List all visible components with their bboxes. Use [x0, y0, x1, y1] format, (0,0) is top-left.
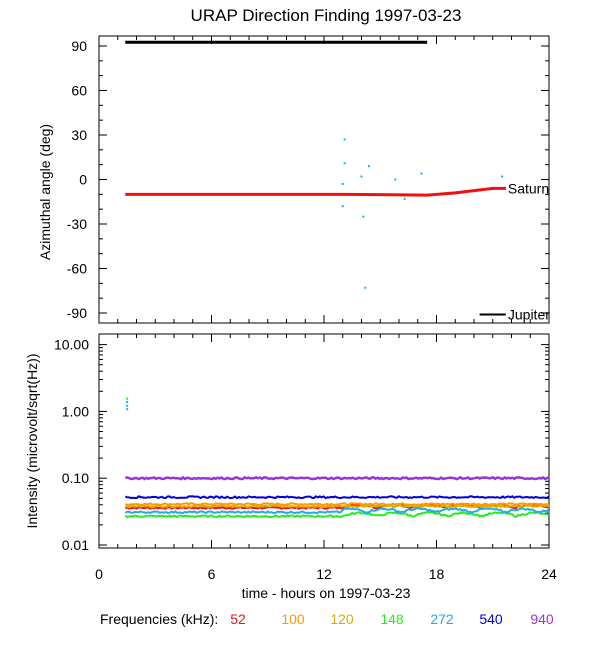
intensity-y-tick-label: 10.00: [54, 337, 89, 353]
azimuth-panel: 90 60 30 0 -30 -60 -90 Saturn Jupiter Azimuthal…: [37, 35, 550, 324]
intensity-series-940: [125, 475, 550, 481]
azimuth-data-point: [362, 215, 365, 218]
chart-title: URAP Direction Finding 1997-03-23: [191, 6, 462, 25]
azimuth-y-ticks: 90 60 30 0 -30 -60 -90: [67, 38, 549, 321]
azimuth-marks: Saturn Jupiter: [125, 40, 550, 322]
azimuth-data-point: [403, 197, 406, 200]
reference-label-jupiter: Jupiter: [508, 306, 550, 322]
frequency-legend-item-540: 540: [479, 611, 503, 627]
frequency-legend-label: Frequencies (kHz):: [100, 611, 218, 627]
intensity-y-tick-label: 0.10: [62, 470, 89, 486]
reference-label-saturn: Saturn: [508, 180, 549, 196]
azimuth-y-label: Azimuthal angle (deg): [37, 124, 53, 260]
x-tick-label: 0: [95, 566, 103, 582]
azimuth-data-point: [360, 175, 363, 178]
x-tick-label: 24: [541, 566, 557, 582]
azimuth-data-point: [341, 205, 344, 208]
intensity-y-ticks: 10.00 1.00 0.10 0.01: [54, 337, 549, 553]
intensity-y-tick-label: 1.00: [62, 403, 89, 419]
intensity-spike-point: [126, 401, 129, 404]
intensity-spike-point: [126, 408, 129, 411]
intensity-spike-point: [126, 404, 129, 407]
frequency-legend-item-52: 52: [230, 611, 246, 627]
frequency-legend: Frequencies (kHz): 52 100 120 148 272 540 940: [100, 611, 554, 627]
azimuth-y-tick-label: 0: [79, 172, 87, 188]
azimuth-data-point: [343, 138, 346, 141]
intensity-series-540: [124, 495, 550, 500]
x-axis-label: time - hours on 1997-03-23: [242, 585, 411, 601]
azimuth-data-point: [501, 175, 504, 178]
azimuth-x-ticks: [98, 36, 550, 323]
x-tick-label: 18: [429, 566, 445, 582]
azimuth-y-tick-label: -30: [67, 216, 87, 232]
reference-line-saturn: [125, 186, 506, 197]
azimuth-y-tick-label: -90: [67, 305, 87, 321]
intensity-marks: [124, 397, 550, 519]
intensity-series-272: [124, 506, 550, 515]
x-tick-label: 6: [208, 566, 216, 582]
frequency-legend-item-148: 148: [380, 611, 404, 627]
intensity-series-100: [124, 502, 550, 507]
intensity-series-120: [125, 504, 550, 509]
frequency-legend-item-100: 100: [281, 611, 305, 627]
azimuth-y-tick-label: 90: [71, 38, 87, 54]
azimuth-data-point: [343, 162, 346, 165]
intensity-spike-point: [126, 397, 129, 400]
azimuth-data-point: [420, 172, 423, 175]
azimuth-data-point: [368, 165, 370, 168]
x-tick-label: 12: [316, 566, 332, 582]
azimuth-data-point: [341, 182, 344, 185]
azimuth-panel-frame: [98, 35, 550, 324]
intensity-panel: 10.00 1.00 0.10 0.01 0 6 12 18 24 Intensity (mi…: [24, 333, 557, 601]
azimuth-data-point: [364, 286, 367, 289]
intensity-series-148: [124, 510, 550, 519]
azimuth-y-tick-label: 60: [71, 83, 87, 99]
intensity-y-label: Intensity (microvolt/sqrt(Hz)): [24, 353, 40, 528]
azimuth-y-tick-label: 30: [71, 127, 87, 143]
frequency-legend-item-940: 940: [530, 611, 554, 627]
intensity-x-ticks: 0 6 12 18 24: [95, 334, 557, 582]
frequency-legend-item-272: 272: [430, 611, 454, 627]
azimuth-y-tick-label: -60: [67, 261, 87, 277]
azimuth-data-point: [394, 178, 397, 181]
intensity-y-tick-label: 0.01: [62, 537, 89, 553]
frequency-legend-item-120: 120: [330, 611, 354, 627]
